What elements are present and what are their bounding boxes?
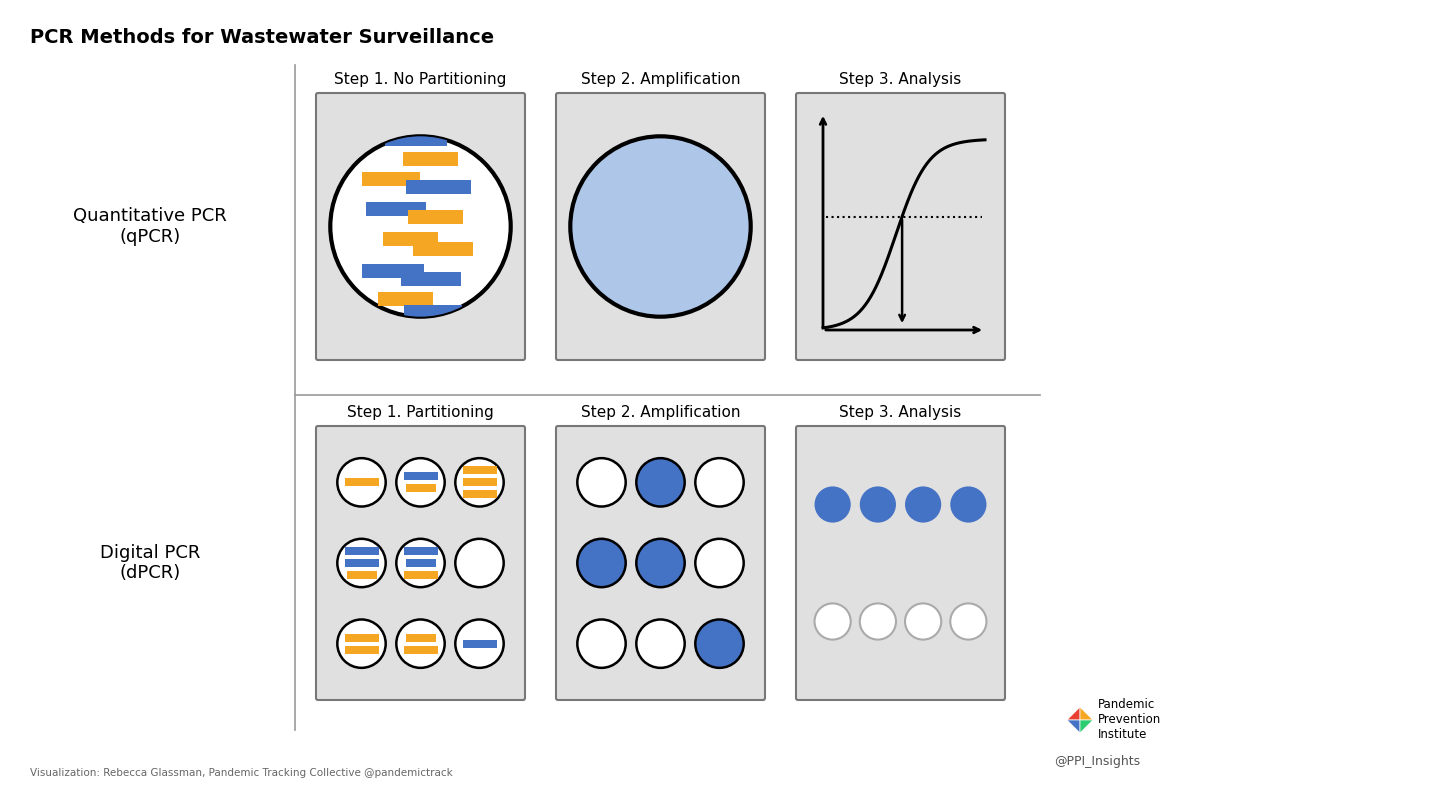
Polygon shape (1067, 720, 1080, 733)
Text: Visualization: Rebecca Glassman, Pandemic Tracking Collective @pandemictrack: Visualization: Rebecca Glassman, Pandemi… (30, 768, 452, 778)
FancyBboxPatch shape (556, 93, 765, 360)
Bar (408, 209, 464, 224)
Polygon shape (1080, 707, 1093, 720)
Text: Digital PCR
(dPCR): Digital PCR (dPCR) (99, 543, 200, 582)
Bar (412, 242, 472, 255)
FancyBboxPatch shape (315, 426, 526, 700)
FancyBboxPatch shape (556, 426, 765, 700)
Ellipse shape (330, 136, 511, 316)
Text: Step 1. Partitioning: Step 1. Partitioning (347, 405, 494, 420)
Ellipse shape (860, 603, 896, 640)
Bar (403, 547, 438, 555)
Bar (366, 201, 425, 216)
Ellipse shape (455, 619, 504, 668)
Ellipse shape (696, 619, 743, 668)
Bar (462, 490, 497, 498)
Ellipse shape (636, 619, 684, 668)
Bar (462, 478, 497, 486)
Text: PCR Methods for Wastewater Surveillance: PCR Methods for Wastewater Surveillance (30, 28, 494, 47)
Text: Step 2. Amplification: Step 2. Amplification (580, 72, 740, 87)
Ellipse shape (455, 458, 504, 507)
FancyBboxPatch shape (315, 93, 526, 360)
Ellipse shape (904, 603, 942, 640)
Ellipse shape (950, 603, 986, 640)
Text: Step 3. Analysis: Step 3. Analysis (840, 405, 962, 420)
Ellipse shape (396, 538, 445, 587)
Bar (344, 559, 379, 567)
Bar (344, 547, 379, 555)
Ellipse shape (636, 538, 684, 587)
Bar (403, 305, 461, 319)
Ellipse shape (337, 458, 386, 507)
Bar (406, 634, 435, 642)
Bar (344, 478, 379, 486)
Ellipse shape (696, 538, 743, 587)
Ellipse shape (860, 486, 896, 523)
Ellipse shape (696, 458, 743, 507)
Ellipse shape (455, 538, 504, 587)
FancyBboxPatch shape (796, 93, 1005, 360)
Bar (403, 151, 458, 166)
Text: @PPI_Insights: @PPI_Insights (1054, 755, 1140, 768)
Bar (344, 646, 379, 653)
Text: Pandemic
Prevention
Institute: Pandemic Prevention Institute (1099, 698, 1161, 741)
Bar (403, 646, 438, 653)
Ellipse shape (577, 619, 626, 668)
Bar (462, 640, 497, 648)
Ellipse shape (577, 458, 626, 507)
Text: Step 2. Amplification: Step 2. Amplification (580, 405, 740, 420)
Bar (383, 232, 438, 246)
Bar (403, 571, 438, 579)
Text: Quantitative PCR
(qPCR): Quantitative PCR (qPCR) (73, 207, 228, 246)
Ellipse shape (337, 538, 386, 587)
Bar (377, 292, 433, 305)
Ellipse shape (950, 486, 986, 523)
Ellipse shape (396, 619, 445, 668)
Ellipse shape (337, 619, 386, 668)
Bar (400, 271, 461, 285)
Bar (406, 559, 435, 567)
Bar (403, 473, 438, 481)
Ellipse shape (815, 486, 851, 523)
Ellipse shape (815, 603, 851, 640)
Bar (347, 571, 376, 579)
Ellipse shape (577, 538, 626, 587)
Bar (406, 179, 471, 193)
Text: Step 3. Analysis: Step 3. Analysis (840, 72, 962, 87)
Bar (344, 634, 379, 642)
FancyBboxPatch shape (796, 426, 1005, 700)
Ellipse shape (636, 458, 684, 507)
Polygon shape (1067, 707, 1080, 720)
Bar (384, 132, 446, 145)
Ellipse shape (904, 486, 942, 523)
Bar (462, 466, 497, 474)
Bar (361, 263, 423, 278)
Ellipse shape (570, 136, 750, 316)
Text: Step 1. No Partitioning: Step 1. No Partitioning (334, 72, 507, 87)
Ellipse shape (396, 458, 445, 507)
Bar (361, 171, 419, 186)
Bar (406, 485, 435, 492)
Polygon shape (1080, 720, 1093, 733)
